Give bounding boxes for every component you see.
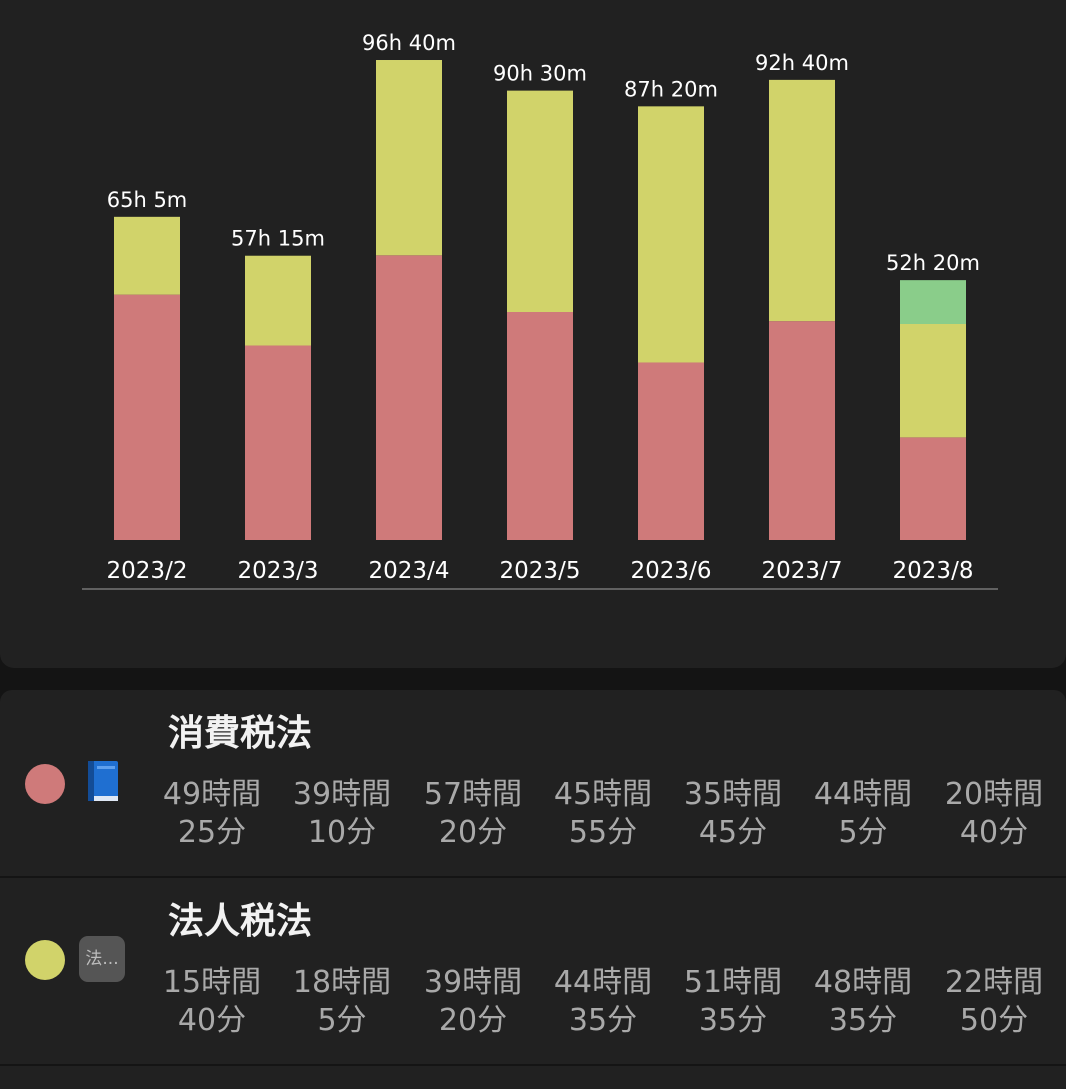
bar-segment bbox=[245, 255, 311, 346]
subject-name: 消費税法 bbox=[168, 713, 313, 754]
month-minutes: 55分 bbox=[568, 815, 638, 850]
bar-segment bbox=[769, 79, 835, 322]
subject-color-dot bbox=[25, 764, 65, 804]
month-time: 51時間 35分 bbox=[668, 964, 798, 1040]
month-time: 44時間 5分 bbox=[798, 776, 928, 852]
bar-total-label: 52h 20m bbox=[886, 251, 980, 275]
monthly-study-chart: 65h 5m 2023/2 57h 15m 2023/3 96h 40m 2023/4 90… bbox=[0, 0, 1066, 668]
month-minutes: 35分 bbox=[828, 1003, 898, 1038]
month-minutes: 45分 bbox=[698, 815, 768, 850]
bar-segment bbox=[507, 311, 573, 540]
bar-segment bbox=[769, 321, 835, 540]
month-minutes: 40分 bbox=[177, 1003, 247, 1038]
month-hours: 51時間 bbox=[683, 965, 783, 1000]
book-icon bbox=[88, 761, 118, 801]
bar-segment bbox=[114, 216, 180, 295]
subject-row-corporate-tax[interactable]: 法人税法 法... 15時間 40分 18時間 5分 39時間 20分 44時間 35分 51時… bbox=[0, 878, 1066, 1064]
month-time: 15時間 40分 bbox=[147, 964, 277, 1040]
x-tick-label: 2023/5 bbox=[500, 558, 581, 584]
month-time: 45時間 55分 bbox=[538, 776, 668, 852]
month-time: 39時間 10分 bbox=[277, 776, 407, 852]
month-minutes: 35分 bbox=[568, 1003, 638, 1038]
month-hours: 39時間 bbox=[292, 777, 392, 812]
bar-segment bbox=[245, 345, 311, 540]
bar-segment bbox=[900, 437, 966, 540]
x-tick-label: 2023/3 bbox=[238, 558, 319, 584]
subject-tag-icon: 法... bbox=[79, 936, 125, 982]
bar-segment bbox=[900, 324, 966, 438]
month-time: 22時間 50分 bbox=[929, 964, 1059, 1040]
month-minutes: 35分 bbox=[698, 1003, 768, 1038]
bar-segment bbox=[638, 106, 704, 363]
bar-segment bbox=[376, 60, 442, 256]
subject-row-consumption-tax[interactable]: 消費税法 49時間 25分 39時間 10分 57時間 20分 45時間 55分 35時間 45分… bbox=[0, 690, 1066, 876]
bar-segment bbox=[114, 294, 180, 540]
month-hours: 44時間 bbox=[813, 777, 913, 812]
month-time: 20時間 40分 bbox=[929, 776, 1059, 852]
bar-segment bbox=[507, 90, 573, 312]
month-time: 18時間 5分 bbox=[277, 964, 407, 1040]
month-hours: 44時間 bbox=[553, 965, 653, 1000]
month-minutes: 5分 bbox=[317, 1003, 367, 1038]
subject-color-dot bbox=[25, 940, 65, 980]
month-hours: 45時間 bbox=[553, 777, 653, 812]
x-tick-label: 2023/4 bbox=[369, 558, 450, 584]
bar-segment bbox=[376, 255, 442, 540]
month-time: 39時間 20分 bbox=[408, 964, 538, 1040]
bar-segment bbox=[638, 362, 704, 540]
month-hours: 15時間 bbox=[162, 965, 262, 1000]
bar-total-label: 92h 40m bbox=[755, 51, 849, 75]
month-time: 35時間 45分 bbox=[668, 776, 798, 852]
month-minutes: 20分 bbox=[438, 1003, 508, 1038]
month-time: 57時間 20分 bbox=[408, 776, 538, 852]
stacked-bar-chart: 65h 5m 2023/2 57h 15m 2023/3 96h 40m 2023/4 90… bbox=[82, 31, 998, 590]
bar-total-label: 57h 15m bbox=[231, 227, 325, 251]
x-tick-label: 2023/8 bbox=[893, 558, 974, 584]
bar-total-label: 96h 40m bbox=[362, 31, 456, 55]
month-minutes: 20分 bbox=[438, 815, 508, 850]
next-subject-row[interactable] bbox=[0, 1066, 1066, 1089]
bar-segment bbox=[900, 280, 966, 325]
month-minutes: 10分 bbox=[307, 815, 377, 850]
month-hours: 57時間 bbox=[423, 777, 523, 812]
month-hours: 18時間 bbox=[292, 965, 392, 1000]
x-tick-label: 2023/2 bbox=[107, 558, 188, 584]
month-minutes: 50分 bbox=[959, 1003, 1029, 1038]
month-hours: 39時間 bbox=[423, 965, 523, 1000]
bar-total-label: 90h 30m bbox=[493, 62, 587, 86]
month-time: 49時間 25分 bbox=[147, 776, 277, 852]
subject-name: 法人税法 bbox=[168, 901, 313, 942]
month-time: 44時間 35分 bbox=[538, 964, 668, 1040]
month-minutes: 40分 bbox=[959, 815, 1029, 850]
month-hours: 20時間 bbox=[944, 777, 1044, 812]
bar-total-label: 65h 5m bbox=[107, 188, 188, 212]
month-hours: 48時間 bbox=[813, 965, 913, 1000]
month-minutes: 5分 bbox=[838, 815, 888, 850]
month-time: 48時間 35分 bbox=[798, 964, 928, 1040]
month-hours: 35時間 bbox=[683, 777, 783, 812]
month-minutes: 25分 bbox=[177, 815, 247, 850]
x-tick-label: 2023/7 bbox=[762, 558, 843, 584]
x-tick-label: 2023/6 bbox=[631, 558, 712, 584]
month-hours: 22時間 bbox=[944, 965, 1044, 1000]
bar-total-label: 87h 20m bbox=[624, 77, 718, 101]
month-hours: 49時間 bbox=[162, 777, 262, 812]
